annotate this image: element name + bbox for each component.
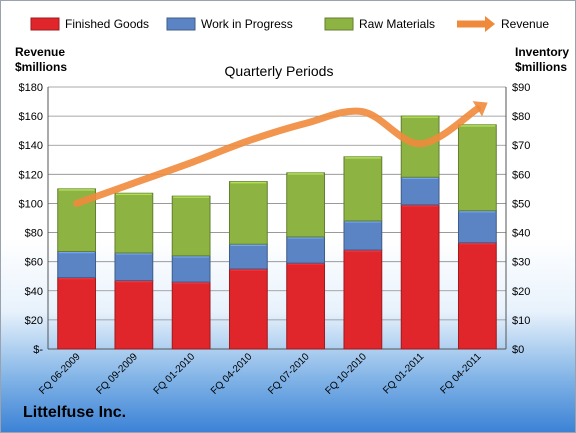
company-name: Littelfuse Inc. (23, 404, 126, 421)
right-tick-label: $90 (512, 82, 530, 94)
bar-segment-raw-materials (228, 181, 268, 245)
category-label: FQ 01-2011 (381, 351, 426, 396)
right-tick-label: $60 (512, 169, 530, 181)
right-axis-label-line1: Inventory (515, 45, 569, 59)
legend-label: Work in Progress (201, 17, 293, 31)
legend-label: Raw Materials (359, 17, 435, 31)
legend-arrow-revenue (485, 16, 495, 32)
bar-segment-finished-goods (171, 281, 211, 350)
left-tick-label: $140 (19, 140, 43, 152)
bar-segment-raw-materials (457, 124, 497, 212)
right-axis-label-line2: $millions (515, 60, 567, 74)
bar-segment-finished-goods (114, 280, 154, 350)
legend: Finished Goods Work in Progress Raw Materi… (30, 16, 549, 32)
left-tick-label: $120 (19, 169, 43, 181)
left-tick-label: $40 (25, 286, 43, 298)
bar-segment-work-in-progress (57, 250, 97, 279)
left-tick-label: $20 (25, 315, 43, 327)
bar-segment-work-in-progress (228, 243, 268, 270)
category-label: FQ 01-2010 (152, 351, 198, 397)
left-tick-label: $180 (19, 82, 43, 94)
bar-segment-work-in-progress (400, 176, 440, 206)
left-tick-label: $100 (19, 198, 43, 210)
revenue-line (73, 105, 481, 207)
bar-segment-finished-goods (57, 277, 97, 350)
left-tick-label: $60 (25, 257, 43, 269)
legend-swatch-finished-goods (30, 17, 60, 31)
bar-segment-work-in-progress (171, 255, 211, 283)
chart-title: Quarterly Periods (225, 63, 334, 79)
bar-segment-work-in-progress (114, 252, 154, 282)
category-label: FQ 10-2010 (323, 351, 369, 397)
bar-segment-finished-goods (228, 268, 268, 350)
right-tick-label: $50 (512, 198, 530, 210)
right-tick-label: $0 (512, 344, 524, 356)
bar-segment-finished-goods (400, 204, 440, 350)
bar-segment-raw-materials (171, 195, 211, 257)
legend-label: Finished Goods (65, 17, 149, 31)
category-label: FQ 06-2009 (37, 351, 83, 397)
left-tick-label: $- (33, 344, 43, 356)
bar-segment-work-in-progress (457, 210, 497, 244)
bar-segment-raw-materials (286, 172, 326, 238)
left-axis-label-line1: Revenue (15, 45, 65, 59)
bar-segment-finished-goods (343, 249, 383, 350)
category-label: FQ 09-2009 (94, 351, 140, 397)
revenue-arrow-head (472, 101, 488, 117)
bar-segment-work-in-progress (343, 220, 383, 251)
right-tick-label: $10 (512, 315, 530, 327)
legend-swatch-work-in-progress (166, 17, 196, 31)
category-label: FQ 07-2010 (266, 351, 312, 397)
category-label: FQ 04-2010 (209, 351, 255, 397)
right-tick-label: $30 (512, 257, 530, 269)
right-tick-label: $20 (512, 286, 530, 298)
category-label: FQ 04-2011 (439, 351, 484, 396)
bar-segment-work-in-progress (286, 236, 326, 264)
plot-area: $- $20 $40 $60 $80 $100 $120 $140 $160 $180 $0 $10 $… (19, 82, 531, 397)
bar-segment-finished-goods (457, 242, 497, 350)
bar-segment-raw-materials (343, 156, 383, 222)
legend-label: Revenue (501, 17, 549, 31)
right-tick-label: $70 (512, 140, 530, 152)
bar-segment-raw-materials (114, 192, 154, 254)
right-tick-label: $80 (512, 111, 530, 123)
left-tick-label: $160 (19, 111, 43, 123)
right-tick-label: $40 (512, 228, 530, 240)
left-axis-label-line2: $millions (15, 60, 67, 74)
left-tick-label: $80 (25, 228, 43, 240)
legend-swatch-raw-materials (324, 17, 354, 31)
bar-segment-finished-goods (286, 262, 326, 350)
